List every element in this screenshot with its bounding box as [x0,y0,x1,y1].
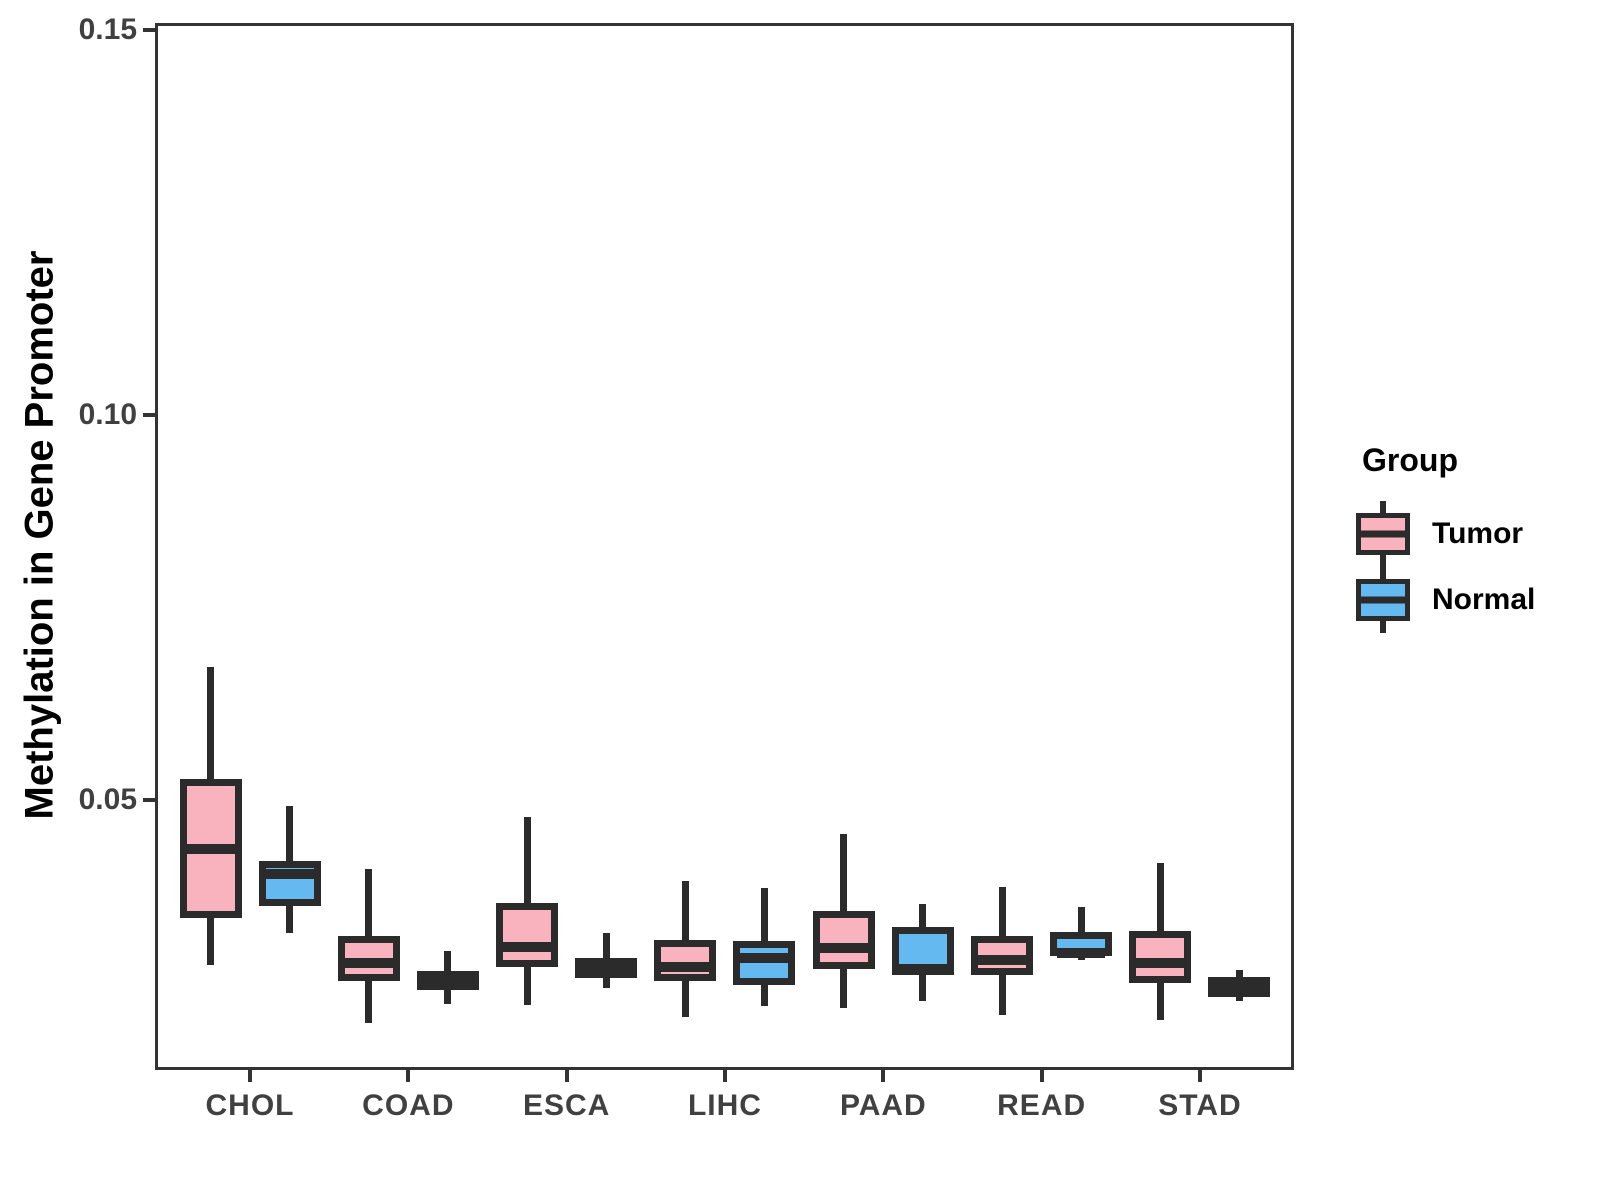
x-axis-tick [1197,1070,1202,1082]
x-tick-label: PAAD [839,1089,927,1122]
x-tick-label: COAD [362,1089,455,1122]
legend: Group Tumor Normal [1356,442,1535,633]
key-whisker-top [1380,501,1386,515]
median-line [1215,981,1264,992]
median-line [503,941,552,952]
x-axis-tick [248,1070,252,1082]
legend-entry-normal: Normal [1356,567,1535,633]
median-line [898,964,947,975]
median-line [819,943,868,954]
key-whisker-top [1380,567,1386,581]
x-tick-label: STAD [1158,1089,1242,1122]
y-tick-label: 0.10 [78,397,137,431]
x-tick-label: LIHC [687,1089,762,1122]
box-tumor-ESCA [496,902,559,967]
box-tumor-LIHC [654,939,717,982]
key-whisker-bottom [1380,553,1386,567]
y-tick-label: 0.15 [78,12,137,46]
box-tumor-STAD [1129,931,1192,983]
median-line [344,957,393,968]
legend-label-tumor: Tumor [1432,517,1524,550]
median-line [661,961,710,972]
boxplot-key-icon [1356,567,1410,633]
x-tick-label: CHOL [205,1089,295,1122]
median-line [582,961,631,972]
median-line [265,869,314,880]
key-median-line [1361,530,1405,538]
median-line [740,953,789,964]
legend-title: Group [1362,442,1458,478]
box-normal-CHOL [258,860,321,906]
y-tick-label: 0.05 [78,782,137,816]
legend-label-normal: Normal [1432,583,1536,616]
x-axis-tick [881,1070,886,1082]
key-median-line [1361,596,1405,604]
x-axis-tick [722,1070,727,1082]
box-tumor-PAAD [812,911,875,970]
legend-entry-tumor: Tumor [1356,501,1535,567]
plot-panel [155,23,1294,1070]
box-normal-LIHC [733,941,796,986]
x-tick-label: ESCA [522,1089,611,1122]
median-line [423,975,472,986]
median-line [186,844,235,855]
y-axis-tick [143,797,155,802]
y-axis-title: Methylation in Gene Promoter [17,250,62,820]
x-axis-tick [564,1070,569,1082]
median-line [1057,947,1106,958]
x-tick-label: READ [997,1089,1087,1122]
y-axis-tick [143,27,155,32]
median-line [978,954,1027,965]
x-axis-tick [1039,1070,1044,1082]
x-axis-tick [406,1070,411,1082]
key-whisker-bottom [1380,619,1386,633]
median-line [1136,957,1185,968]
boxplot-key-icon [1356,501,1410,567]
y-axis-tick [143,412,155,417]
